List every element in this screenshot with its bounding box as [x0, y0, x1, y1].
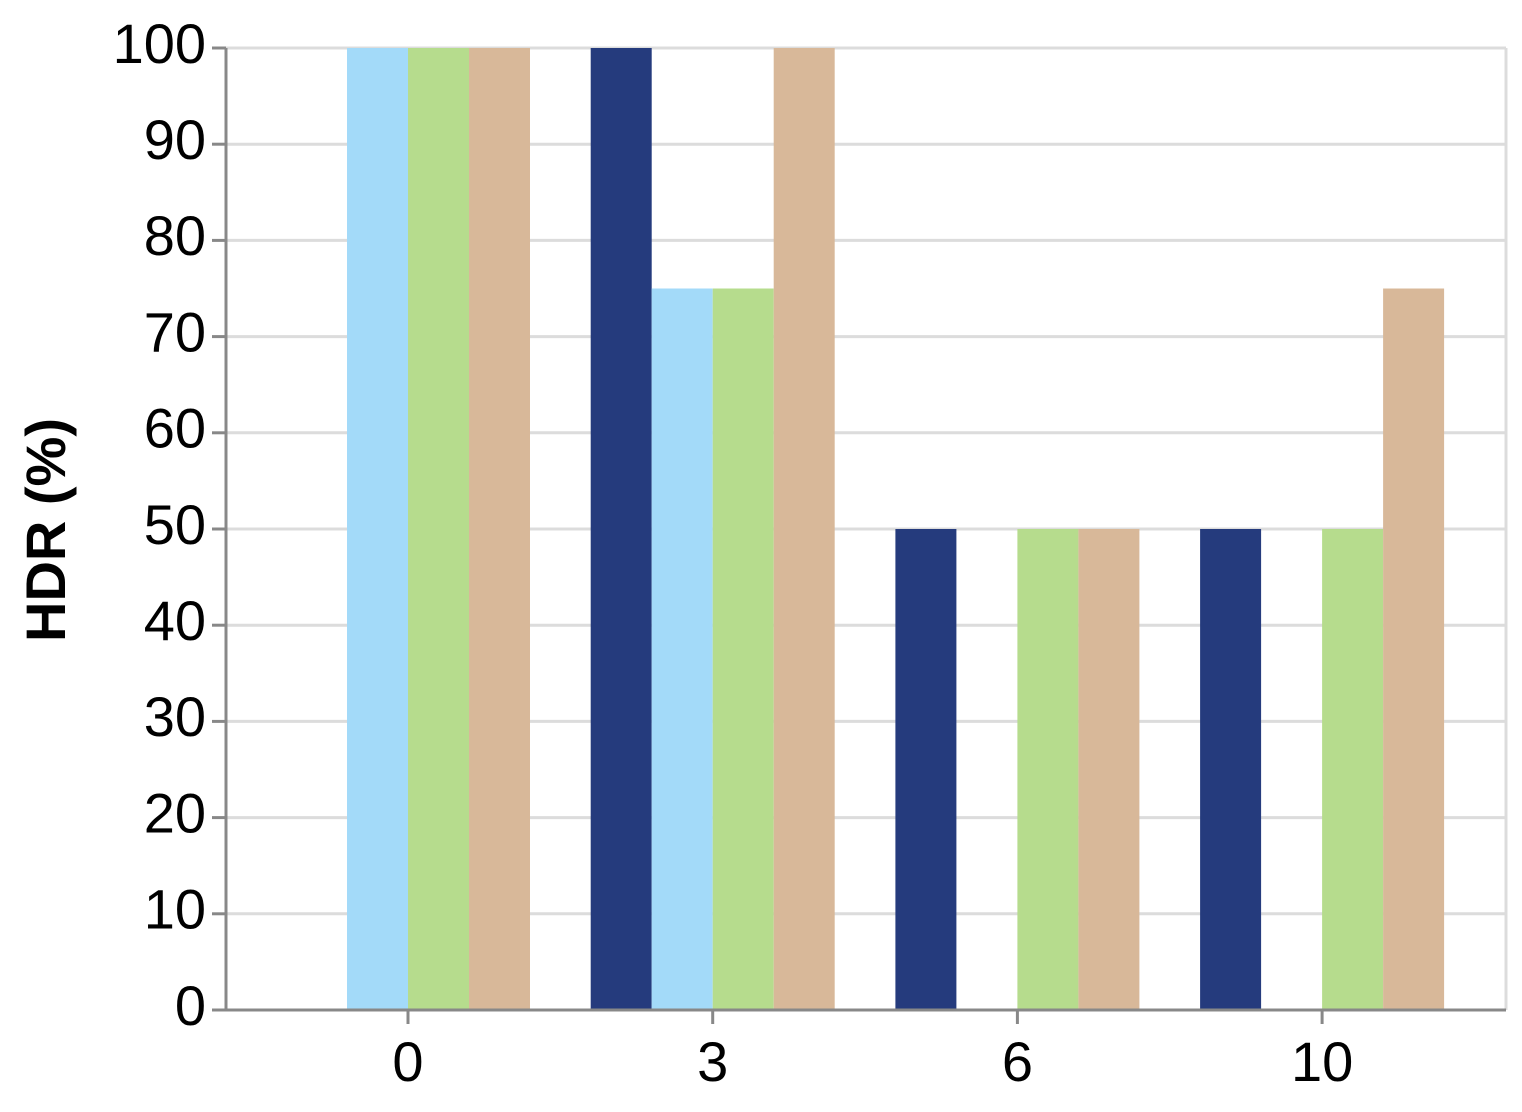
- y-tick-label: 70: [144, 300, 206, 363]
- bar: [895, 529, 957, 1010]
- bar: [651, 288, 713, 1010]
- y-tick-label: 90: [144, 108, 206, 171]
- y-tick-label: 60: [144, 397, 206, 460]
- y-tick-label: 20: [144, 781, 206, 844]
- bar: [712, 288, 774, 1010]
- bar: [347, 48, 408, 1010]
- y-tick-label: 0: [175, 974, 206, 1037]
- x-tick-label: 10: [1291, 1030, 1353, 1093]
- bar: [1322, 529, 1384, 1010]
- bar: [469, 48, 530, 1010]
- bar: [408, 48, 469, 1010]
- x-tick-label: 6: [1002, 1030, 1033, 1093]
- bar: [1017, 529, 1079, 1010]
- bar: [1200, 529, 1262, 1010]
- x-tick-label: 3: [697, 1030, 728, 1093]
- y-tick-label: 50: [144, 493, 206, 556]
- bar: [773, 48, 835, 1010]
- y-tick-label: 80: [144, 204, 206, 267]
- y-tick-label: 10: [144, 878, 206, 941]
- bar: [1383, 288, 1445, 1010]
- x-tick-label: 0: [392, 1030, 423, 1093]
- y-tick-label: 30: [144, 685, 206, 748]
- bar: [1078, 529, 1140, 1010]
- y-tick-label: 40: [144, 589, 206, 652]
- bar: [590, 48, 652, 1010]
- y-tick-label: 100: [113, 12, 206, 75]
- y-axis-label: HDR (%): [14, 418, 77, 642]
